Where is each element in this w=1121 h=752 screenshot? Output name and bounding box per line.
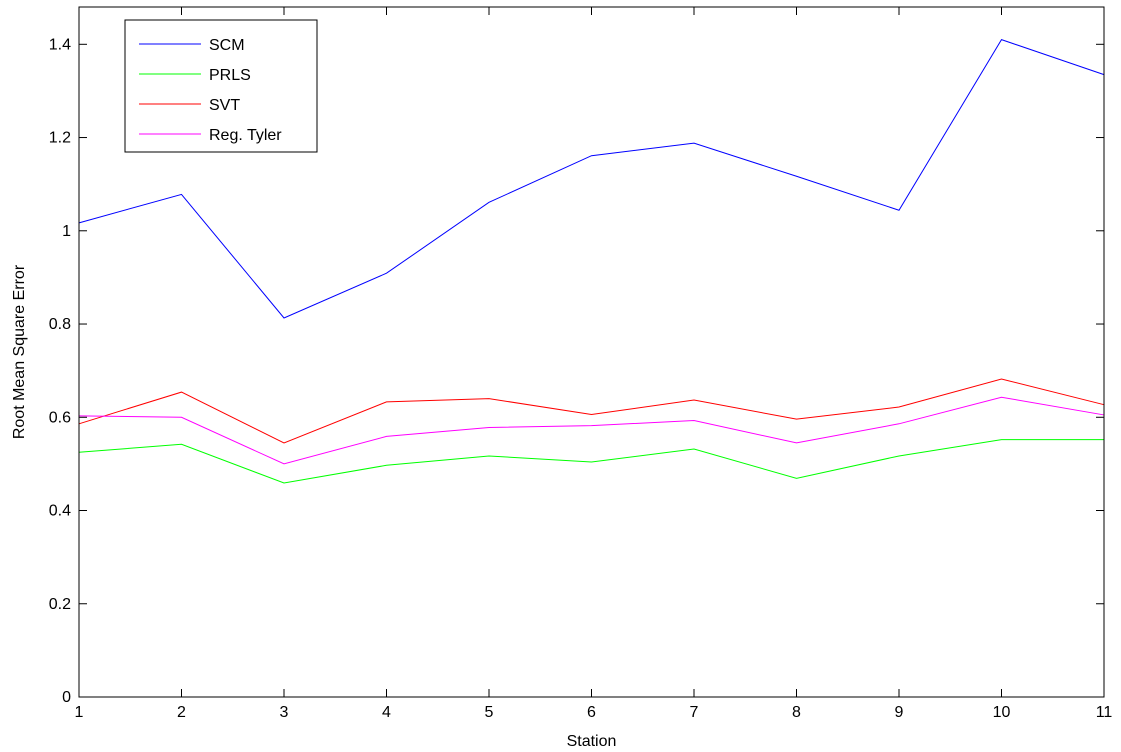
x-tick-label: 10 bbox=[993, 704, 1011, 721]
legend-label: Reg. Tyler bbox=[209, 127, 282, 144]
x-tick-label: 6 bbox=[587, 704, 596, 721]
x-tick-label: 3 bbox=[280, 704, 289, 721]
x-tick-label: 4 bbox=[382, 704, 391, 721]
x-tick-label: 1 bbox=[75, 704, 84, 721]
legend-box bbox=[124, 19, 318, 153]
legend: SCM PRLS SVT Reg. Tyler bbox=[124, 19, 318, 153]
legend-label: PRLS bbox=[209, 67, 251, 84]
x-axis-title: Station bbox=[567, 733, 617, 750]
y-tick-label: 0 bbox=[62, 689, 71, 706]
legend-label: SCM bbox=[209, 37, 245, 54]
y-axis-title: Root Mean Square Error bbox=[11, 264, 28, 439]
y-tick-label: 0.6 bbox=[49, 409, 71, 426]
legend-label: SVT bbox=[209, 97, 240, 114]
x-tick-label: 2 bbox=[177, 704, 186, 721]
y-tick-label: 0.4 bbox=[49, 503, 71, 520]
x-tick-label: 7 bbox=[690, 704, 699, 721]
x-tick-label: 9 bbox=[895, 704, 904, 721]
series-line-scm bbox=[78, 39, 1105, 319]
x-tick-label: 8 bbox=[792, 704, 801, 721]
y-tick-label: 0.2 bbox=[49, 596, 71, 613]
series-layer bbox=[78, 39, 1105, 484]
y-axis-ticks: 0 0.2 0.4 0.6 0.8 1 1.2 1.4 bbox=[49, 36, 1104, 706]
y-tick-label: 1.4 bbox=[49, 36, 71, 53]
y-tick-label: 0.8 bbox=[49, 316, 71, 333]
x-axis-ticks: 1 2 3 4 5 6 7 8 9 10 11 bbox=[75, 7, 1113, 721]
x-tick-label: 5 bbox=[485, 704, 494, 721]
y-tick-label: 1.2 bbox=[49, 130, 71, 147]
y-tick-label: 1 bbox=[62, 223, 71, 240]
series-line-svt bbox=[78, 378, 1105, 444]
series-line-reg-tyler bbox=[78, 396, 1105, 465]
x-tick-label: 11 bbox=[1096, 704, 1113, 721]
series-line-prls bbox=[78, 439, 1104, 484]
